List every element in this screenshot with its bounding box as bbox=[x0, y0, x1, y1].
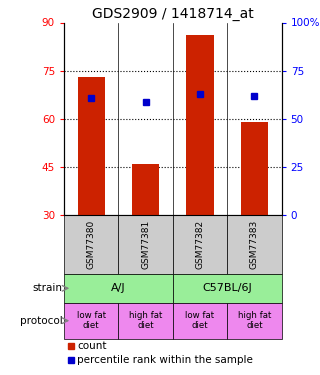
Text: percentile rank within the sample: percentile rank within the sample bbox=[77, 355, 253, 365]
Text: A/J: A/J bbox=[111, 283, 126, 293]
Text: GSM77380: GSM77380 bbox=[87, 220, 96, 269]
Bar bbox=[77, 77, 105, 215]
Text: high fat
diet: high fat diet bbox=[129, 311, 162, 330]
Text: count: count bbox=[77, 341, 107, 351]
Bar bbox=[64, 303, 118, 339]
Bar bbox=[118, 303, 173, 339]
Bar bbox=[173, 303, 227, 339]
Text: high fat
diet: high fat diet bbox=[238, 311, 271, 330]
Text: GSM77383: GSM77383 bbox=[250, 220, 259, 269]
Bar bbox=[173, 274, 282, 303]
Bar bbox=[173, 215, 227, 274]
Title: GDS2909 / 1418714_at: GDS2909 / 1418714_at bbox=[92, 8, 254, 21]
Bar bbox=[132, 164, 159, 215]
Text: strain: strain bbox=[33, 283, 63, 293]
Bar bbox=[64, 215, 118, 274]
Text: low fat
diet: low fat diet bbox=[76, 311, 106, 330]
Text: GSM77382: GSM77382 bbox=[196, 220, 204, 269]
Text: C57BL/6J: C57BL/6J bbox=[202, 283, 252, 293]
Text: GSM77381: GSM77381 bbox=[141, 220, 150, 269]
Text: low fat
diet: low fat diet bbox=[185, 311, 215, 330]
Bar bbox=[64, 274, 173, 303]
Bar bbox=[186, 35, 214, 215]
Text: protocol: protocol bbox=[20, 316, 63, 326]
Bar bbox=[227, 215, 282, 274]
Bar bbox=[118, 215, 173, 274]
Bar bbox=[227, 303, 282, 339]
Bar bbox=[241, 122, 268, 215]
